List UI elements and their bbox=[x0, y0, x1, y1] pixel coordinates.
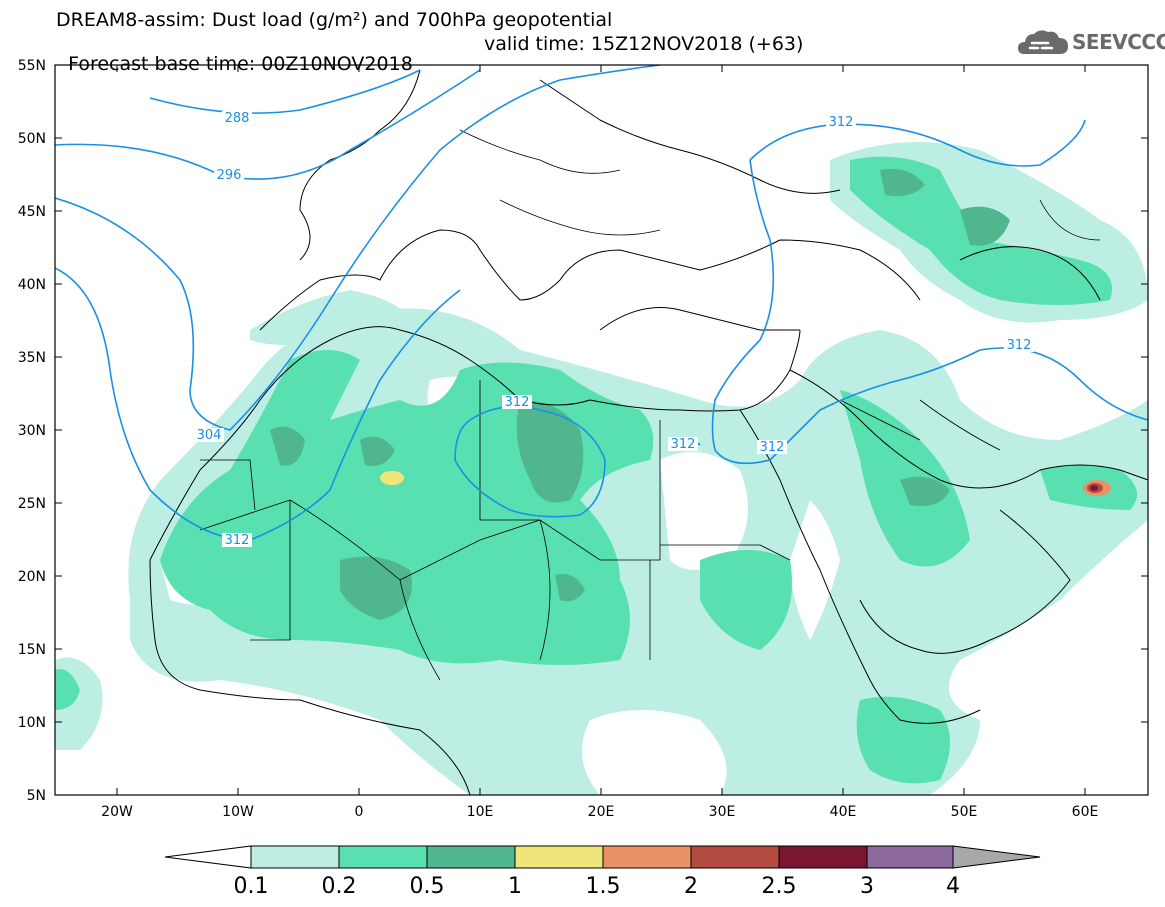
lon-label: 50E bbox=[951, 804, 978, 820]
valid-time: valid time: 15Z12NOV2018 (+63) bbox=[484, 33, 804, 55]
lon-label: 60E bbox=[1072, 804, 1099, 820]
colorbar-label: 2.5 bbox=[762, 874, 797, 899]
dust-hotspot-sahara bbox=[380, 471, 404, 485]
longitude-axis: 20W 10W 0 10E 20E 30E 40E 50E 60E bbox=[101, 65, 1098, 820]
colorbar-swatch bbox=[514, 845, 604, 869]
country-borders bbox=[199, 129, 1101, 681]
lat-label: 40N bbox=[18, 277, 46, 293]
lat-label: 20N bbox=[18, 569, 46, 585]
logo-text: SEEVCCC bbox=[1072, 30, 1165, 54]
lon-label: 20W bbox=[101, 804, 133, 820]
colorbar-swatch bbox=[866, 845, 954, 869]
colorbar-label: 2 bbox=[684, 874, 698, 899]
lat-label: 50N bbox=[18, 131, 46, 147]
colorbar-swatch bbox=[602, 845, 692, 869]
seevccc-logo: SEEVCCC bbox=[1018, 26, 1165, 58]
contour-label: 288 bbox=[225, 111, 250, 126]
forecast-base-time: Forecast base time: 00Z10NOV2018 bbox=[68, 53, 413, 75]
colorbar-swatch bbox=[338, 845, 428, 869]
lon-label: 20E bbox=[588, 804, 615, 820]
lat-label: 35N bbox=[18, 350, 46, 366]
contour-label: 312 bbox=[829, 115, 854, 130]
colorbar-under-arrow bbox=[164, 845, 252, 869]
contour-label: 312 bbox=[671, 437, 696, 452]
colorbar: 0.1 0.2 0.5 1 1.5 2 2.5 3 4 bbox=[164, 845, 1041, 899]
lat-label: 45N bbox=[18, 204, 46, 220]
contour-label: 312 bbox=[1007, 338, 1032, 353]
lat-label: 10N bbox=[18, 715, 46, 731]
colorbar-swatch bbox=[426, 845, 516, 869]
contour-label: 312 bbox=[760, 440, 785, 455]
latitude-axis: 55N 50N 45N 40N 35N 30N 25N 20N 15N 10N … bbox=[18, 58, 1148, 804]
colorbar-label: 1 bbox=[508, 874, 522, 899]
dust-shading-0.5 bbox=[270, 169, 1010, 620]
colorbar-label: 1.5 bbox=[586, 874, 621, 899]
cloud-icon bbox=[1018, 30, 1068, 54]
lat-label: 55N bbox=[18, 58, 46, 74]
lat-label: 15N bbox=[18, 642, 46, 658]
map-title: DREAM8-assim: Dust load (g/m²) and 700hP… bbox=[56, 9, 613, 31]
lon-label: 40E bbox=[830, 804, 857, 820]
contour-label: 312 bbox=[505, 395, 530, 410]
colorbar-over-arrow bbox=[952, 845, 1041, 869]
lat-label: 30N bbox=[18, 423, 46, 439]
colorbar-swatch bbox=[690, 845, 780, 869]
contour-label: 296 bbox=[217, 168, 242, 183]
lat-label: 5N bbox=[27, 788, 46, 804]
colorbar-label: 0.2 bbox=[322, 874, 357, 899]
contour-label: 304 bbox=[197, 428, 222, 443]
geopotential-labels: 288 296 304 312 312 312 312 312 312 bbox=[194, 111, 1034, 548]
lon-label: 10E bbox=[467, 804, 494, 820]
colorbar-swatch bbox=[250, 845, 340, 869]
colorbar-swatch bbox=[778, 845, 868, 869]
contour-label: 312 bbox=[225, 533, 250, 548]
map-subtitle: Forecast base time: 00Z10NOV2018 valid t… bbox=[56, 34, 803, 94]
lon-label: 0 bbox=[355, 804, 364, 820]
colorbar-label: 4 bbox=[946, 874, 960, 899]
colorbar-label: 0.1 bbox=[234, 874, 269, 899]
lat-label: 25N bbox=[18, 496, 46, 512]
colorbar-label: 3 bbox=[860, 874, 874, 899]
coastlines bbox=[149, 69, 1148, 795]
lon-label: 30E bbox=[709, 804, 736, 820]
plot-area bbox=[55, 65, 1148, 795]
lon-label: 10W bbox=[222, 804, 254, 820]
colorbar-label: 0.5 bbox=[410, 874, 445, 899]
